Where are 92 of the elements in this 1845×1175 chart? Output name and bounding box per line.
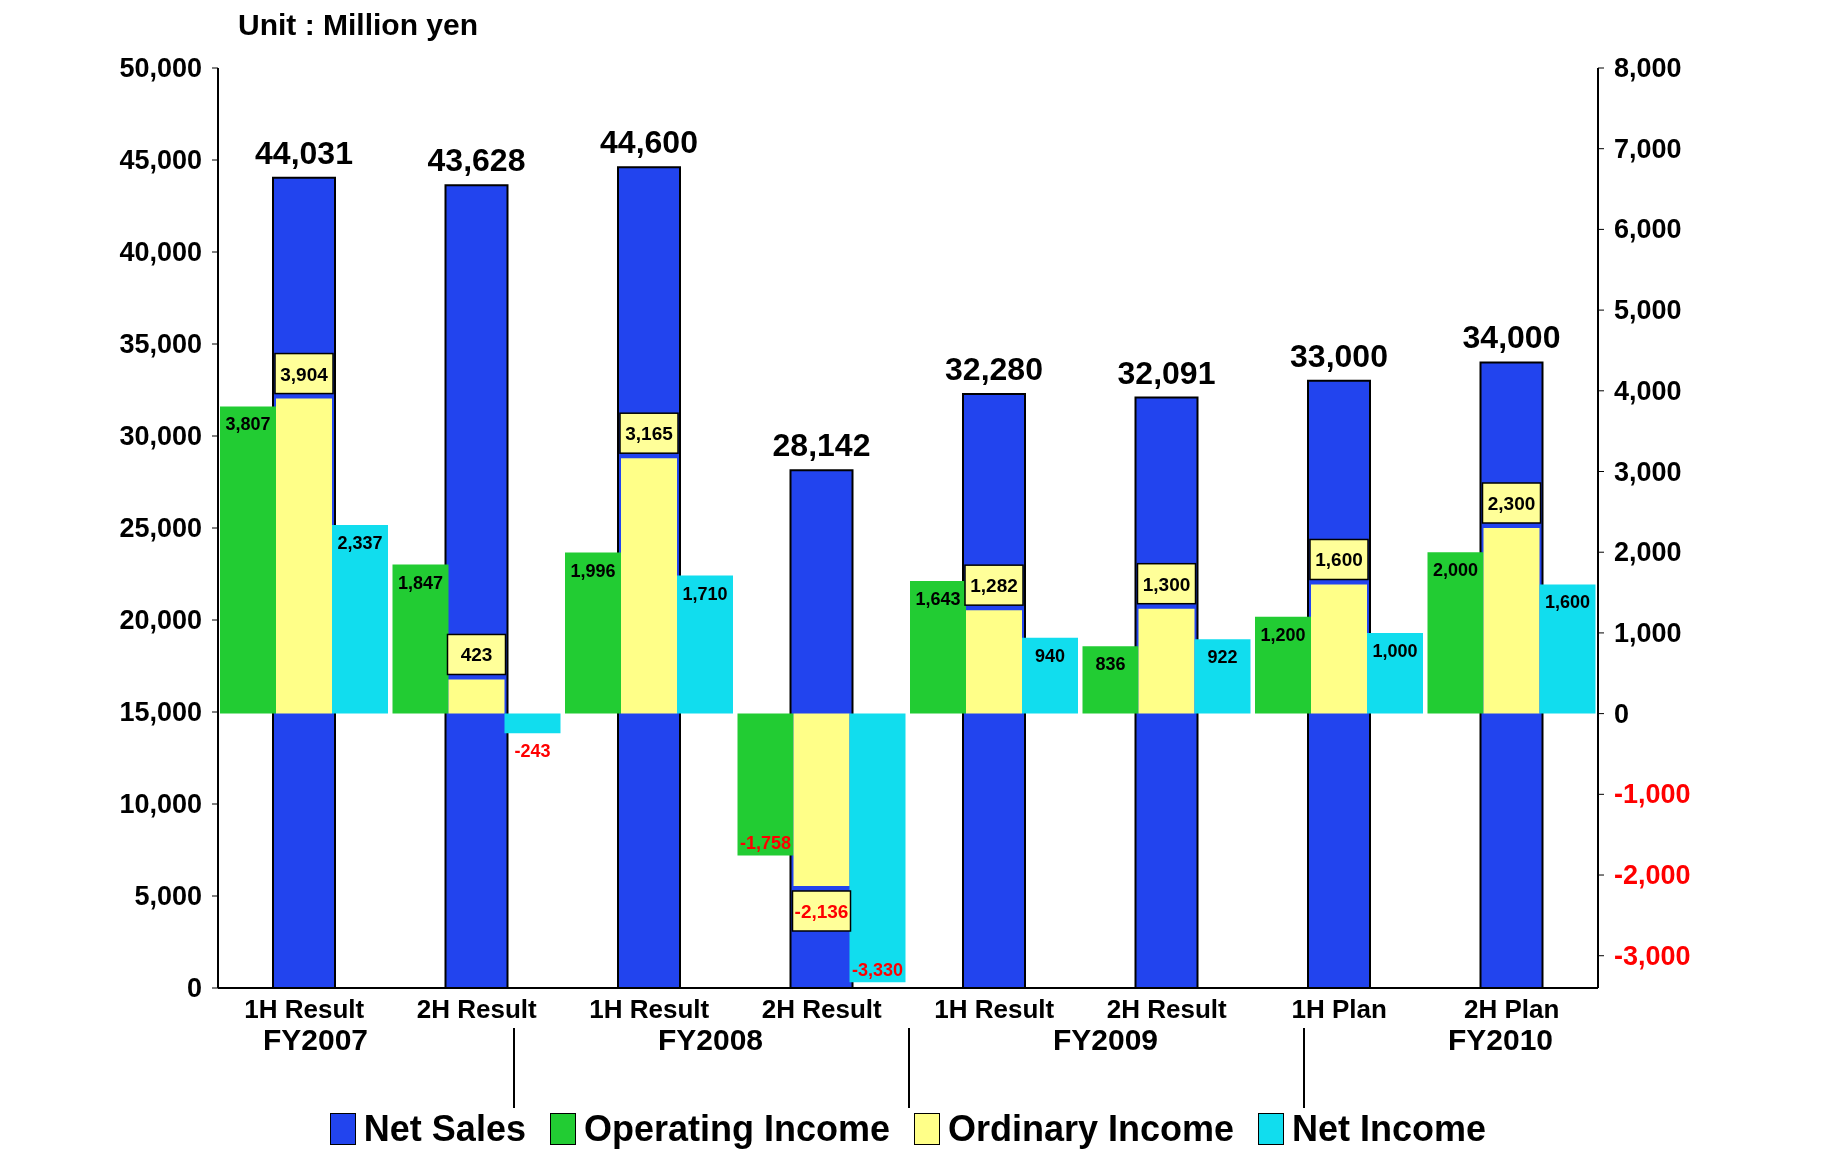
x-tick-label: 2H Result	[416, 994, 538, 1024]
data-label: 1,282	[970, 575, 1018, 597]
text: Unit : Million yen	[238, 8, 478, 42]
y2-tick-label: -2,000	[1614, 860, 1691, 891]
bar	[1539, 584, 1596, 714]
y-tick-label: 15,000	[119, 697, 202, 727]
data-label: 32,091	[1117, 354, 1216, 391]
bar	[966, 610, 1022, 714]
bar	[737, 713, 794, 856]
y2-tick-label: -1,000	[1614, 779, 1691, 810]
bar	[910, 581, 966, 714]
y2-tick-label: 1,000	[1614, 617, 1682, 648]
bar	[504, 713, 561, 734]
y-tick-label: 0	[186, 973, 202, 1003]
text: FY2010	[1446, 1023, 1555, 1057]
data-label: 44,031	[255, 134, 353, 171]
y-tick-label: 35,000	[119, 329, 202, 359]
bar	[677, 575, 733, 714]
y-tick-label: 20,000	[119, 605, 202, 635]
y-tick-label: 5,000	[134, 881, 202, 911]
y-tick-label: 10,000	[119, 789, 202, 819]
bar	[565, 552, 621, 714]
bar	[392, 564, 449, 714]
data-label: 1,600	[1315, 549, 1363, 571]
data-label: 1,847	[397, 572, 444, 593]
bar	[448, 679, 505, 714]
y2-tick-label: 6,000	[1614, 214, 1682, 245]
legend-label: Net Income	[1291, 1108, 1487, 1150]
data-label: -2,136	[794, 900, 849, 922]
data-label: -3,330	[851, 960, 904, 981]
data-label: 1,200	[1260, 624, 1306, 645]
y2-tick-label: 3,000	[1614, 456, 1682, 487]
data-label: 3,165	[625, 423, 674, 445]
data-label: 32,280	[945, 351, 1043, 388]
data-label: 1,710	[682, 583, 728, 604]
data-label: 1,996	[570, 560, 616, 581]
bar	[1427, 552, 1484, 714]
y-tick-label: 45,000	[119, 145, 202, 175]
data-label: 2,337	[337, 533, 383, 554]
text: FY2008	[656, 1023, 765, 1057]
x-tick-label: 1H Result	[934, 994, 1055, 1024]
x-tick-label: 1H Result	[244, 994, 365, 1024]
data-label: 44,600	[600, 124, 698, 161]
data-label: -243	[514, 741, 551, 762]
text: FY2007	[261, 1023, 370, 1057]
x-tick-label: 1H Plan	[1291, 994, 1387, 1024]
data-label: 33,000	[1290, 337, 1388, 374]
legend-label: Operating Income	[582, 1108, 890, 1150]
bar	[1022, 637, 1078, 714]
bar	[332, 525, 388, 714]
y2-tick-label: -3,000	[1614, 940, 1691, 971]
data-label: 1,000	[1372, 640, 1418, 661]
x-tick-label: 2H Result	[761, 994, 883, 1024]
data-label: 940	[1034, 645, 1066, 666]
bar	[1367, 632, 1423, 714]
data-label: 423	[460, 644, 493, 666]
bar	[621, 458, 677, 714]
x-tick-label: 1H Result	[589, 994, 710, 1024]
legend-label: Net Sales	[362, 1108, 526, 1150]
x-tick-label: 2H Result	[1106, 994, 1228, 1024]
y-tick-label: 40,000	[119, 237, 202, 267]
data-label: 34,000	[1462, 319, 1561, 356]
y2-tick-label: 8,000	[1614, 53, 1682, 83]
bar	[1194, 639, 1251, 714]
y-tick-label: 25,000	[119, 513, 202, 543]
bar	[1138, 608, 1195, 714]
data-label: 1,643	[915, 589, 961, 610]
y2-tick-label: 4,000	[1614, 375, 1682, 406]
data-label: 3,904	[280, 363, 329, 385]
bar	[1483, 528, 1540, 714]
legend-label: Ordinary Income	[947, 1108, 1235, 1150]
bar	[1255, 616, 1311, 714]
data-label: 836	[1095, 654, 1126, 675]
text: FY2009	[1051, 1023, 1160, 1057]
bar	[1311, 584, 1367, 714]
data-label: 43,628	[427, 142, 526, 179]
data-label: 2,000	[1432, 560, 1479, 581]
data-label: 3,807	[225, 414, 271, 435]
y2-tick-label: 0	[1614, 698, 1630, 729]
data-label: -1,758	[739, 833, 792, 854]
bar	[1082, 646, 1139, 714]
y-tick-label: 50,000	[119, 53, 202, 83]
data-label: 1,600	[1544, 592, 1591, 613]
y2-tick-label: 2,000	[1614, 537, 1682, 568]
data-label: 1,300	[1142, 573, 1191, 595]
y2-tick-label: 5,000	[1614, 295, 1682, 326]
x-tick-label: 2H Plan	[1464, 994, 1560, 1024]
y-tick-label: 30,000	[119, 421, 202, 451]
data-label: 2,300	[1487, 493, 1536, 514]
data-label: 28,142	[772, 427, 871, 464]
y2-tick-label: 7,000	[1614, 133, 1682, 164]
data-label: 922	[1207, 647, 1238, 668]
